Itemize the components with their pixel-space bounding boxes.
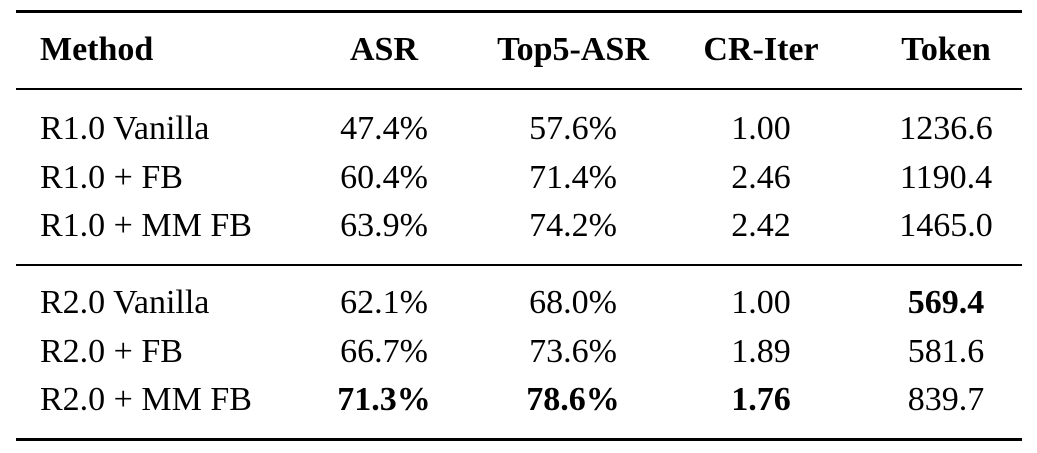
method-cell: R1.0 + MM FB <box>40 207 252 244</box>
value-cell: 1.76 <box>731 381 791 418</box>
top-rule <box>16 10 1022 13</box>
value-cell: 73.6% <box>529 332 617 370</box>
method-cell: R1.0 + FB <box>40 158 183 196</box>
value-cell: 1190.4 <box>899 158 993 196</box>
method-cell: R2.0 + FB <box>40 332 183 370</box>
value-cell: 62.1% <box>340 284 428 321</box>
value-cell: 1465.0 <box>899 207 993 244</box>
value-cell: 1.89 <box>731 332 791 370</box>
value-cell: 839.7 <box>907 381 985 418</box>
value-cell: 57.6% <box>529 110 617 147</box>
group-rule <box>16 264 1022 266</box>
value-cell: 1236.6 <box>899 110 993 147</box>
value-cell: 71.4% <box>529 158 617 196</box>
header-cell: ASR <box>349 31 419 68</box>
value-cell: 581.6 <box>907 332 985 370</box>
value-cell: 63.9% <box>340 207 428 244</box>
value-cell: 2.42 <box>731 207 791 244</box>
value-cell: 47.4% <box>340 110 428 147</box>
value-cell: 60.4% <box>340 158 428 196</box>
value-cell: 1.00 <box>731 110 791 147</box>
value-cell: 74.2% <box>529 207 617 244</box>
value-cell: 2.46 <box>731 158 791 196</box>
value-cell: 71.3% <box>337 381 431 418</box>
method-cell: R2.0 + MM FB <box>40 381 252 418</box>
bottom-rule <box>16 438 1022 441</box>
method-cell: R1.0 Vanilla <box>40 110 210 147</box>
header-cell: Token <box>901 31 991 68</box>
value-cell: 569.4 <box>907 284 985 321</box>
value-cell: 66.7% <box>340 332 428 370</box>
value-cell: 78.6% <box>526 381 620 418</box>
header-cell: CR-Iter <box>703 31 819 68</box>
header-cell: Method <box>40 31 154 68</box>
value-cell: 1.00 <box>731 284 791 321</box>
value-cell: 68.0% <box>529 284 617 321</box>
method-cell: R2.0 Vanilla <box>40 284 210 321</box>
header-cell: Top5-ASR <box>497 31 649 68</box>
header-rule <box>16 88 1022 90</box>
